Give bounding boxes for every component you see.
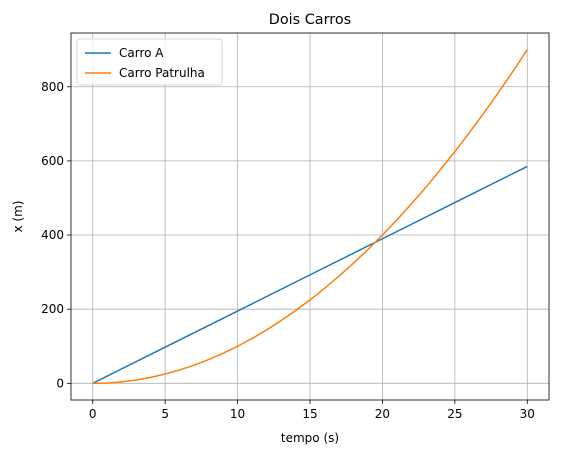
legend: Carro A Carro Patrulha (76, 38, 223, 86)
x-tick-label: 0 (89, 407, 97, 421)
x-tick-label: 10 (230, 407, 245, 421)
series-line-carro-a (92, 165, 528, 384)
y-tick-label: 400 (41, 228, 64, 242)
x-tick-label: 15 (302, 407, 317, 421)
y-tick-label: 800 (41, 80, 64, 94)
x-tick-label: 30 (520, 407, 535, 421)
y-axis-label: x (m) (11, 201, 25, 233)
y-tick-label: 0 (56, 376, 64, 390)
series-line-carro-patrulha (92, 49, 528, 385)
legend-label: Carro Patrulha (119, 66, 205, 80)
x-axis-label: tempo (s) (281, 431, 339, 445)
y-tick-label: 600 (41, 154, 64, 168)
legend-box (76, 38, 223, 86)
ticks: 0 5 10 15 20 25 30 0 200 400 600 800 (41, 80, 535, 421)
legend-label: Carro A (119, 46, 164, 60)
y-tick-label: 200 (41, 302, 64, 316)
x-tick-label: 5 (161, 407, 169, 421)
chart-title: Dois Carros (269, 12, 351, 28)
x-tick-label: 20 (375, 407, 390, 421)
series-lines (92, 49, 528, 385)
x-tick-label: 25 (447, 407, 462, 421)
grid (71, 33, 549, 400)
